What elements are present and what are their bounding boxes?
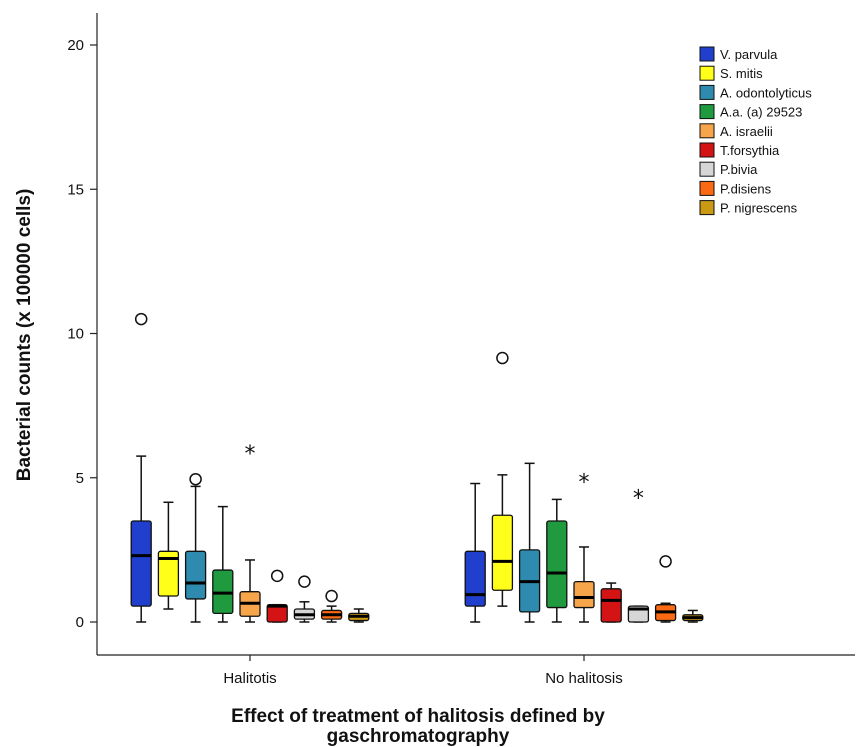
outlier-star: * <box>245 442 256 467</box>
y-tick-label: 10 <box>67 326 84 343</box>
box-iqr <box>573 580 595 609</box>
outlier-star: * <box>633 487 644 512</box>
outlier-circle <box>134 312 148 326</box>
legend-label: A. israelii <box>720 124 773 139</box>
legend-item-s-mitis: S. mitis <box>699 65 763 81</box>
legend-label: P. nigrescens <box>720 201 798 216</box>
box-a-israelii-halitotis: * <box>239 442 261 623</box>
box-v-parvula-halitotis <box>130 312 152 623</box>
box-a-odontolyticus-no-halitosis <box>518 462 541 623</box>
box-iqr <box>464 550 486 607</box>
legend-item-a-odontolyticus: A. odontolyticus <box>699 84 812 100</box>
legend-item-a-israelii: A. israelii <box>699 123 773 139</box>
box-p-bivia-no-halitosis: * <box>627 487 650 623</box>
legend-label: A. odontolyticus <box>720 85 812 100</box>
x-tick-label: Halitotis <box>223 670 276 687</box>
legend-swatch <box>699 104 715 120</box>
legend-item-a-a-a-29523: A.a. (a) 29523 <box>699 104 802 120</box>
legend-swatch <box>699 84 715 100</box>
legend-label: A.a. (a) 29523 <box>720 105 802 120</box>
legend-label: S. mitis <box>720 66 763 81</box>
y-tick-label: 15 <box>67 181 84 198</box>
box-t-forsythia-halitotis <box>266 569 288 623</box>
outlier-star: * <box>579 471 590 496</box>
legend: V. parvula S. mitis A. odontolyticus A.a. (… <box>699 46 812 216</box>
box-a-a-a-29523-no-halitosis <box>546 498 568 623</box>
box-iqr <box>600 588 622 623</box>
y-axis-title: Bacterial counts (x 100000 cells) <box>14 189 35 482</box>
legend-swatch <box>699 200 715 216</box>
box-v-parvula-no-halitosis <box>464 482 486 623</box>
y-ticks: 0 5 10 15 20 <box>67 37 97 631</box>
legend-swatch <box>699 123 715 139</box>
box-iqr <box>157 550 180 597</box>
box-a-a-a-29523-halitotis <box>212 505 234 623</box>
legend-label: V. parvula <box>720 47 778 62</box>
box-a-odontolyticus-halitotis <box>184 472 207 623</box>
box-iqr <box>491 514 514 591</box>
legend-label: P.disiens <box>720 181 772 196</box>
y-tick-label: 5 <box>76 470 84 487</box>
y-tick-label: 0 <box>76 614 84 631</box>
outlier-circle <box>325 589 338 603</box>
box-s-mitis-no-halitosis <box>491 351 514 607</box>
outlier-circle <box>270 569 284 583</box>
box-iqr <box>546 520 568 609</box>
legend-swatch <box>699 142 715 158</box>
legend-item-t-forsythia: T.forsythia <box>699 142 780 158</box>
x-ticks: Halitotis No halitosis <box>223 655 623 687</box>
legend-item-p-disiens: P.disiens <box>699 180 772 196</box>
legend-swatch <box>699 65 715 81</box>
outlier-circle <box>189 472 202 486</box>
box-t-forsythia-no-halitosis <box>600 582 622 623</box>
y-tick-label: 20 <box>67 37 84 54</box>
legend-label: T.forsythia <box>720 143 780 158</box>
box-p-disiens-no-halitosis <box>654 555 677 623</box>
box-s-mitis-halitotis <box>157 501 180 610</box>
legend-item-p-bivia: P.bivia <box>699 161 758 177</box>
box-p-disiens-halitotis <box>320 589 343 623</box>
legend-swatch <box>699 180 715 196</box>
x-axis-title-line-1: Effect of treatment of halitosis defined… <box>231 706 605 727</box>
legend-swatch <box>699 161 715 177</box>
legend-swatch <box>699 46 715 62</box>
outlier-circle <box>659 555 672 568</box>
x-axis-title-line-2: gaschromatography <box>327 726 510 747</box>
box-p-nigrescens-halitotis <box>348 608 370 623</box>
box-p-nigrescens-no-halitosis <box>682 609 704 623</box>
box-iqr <box>130 520 152 607</box>
box-iqr <box>184 550 207 600</box>
outlier-circle <box>298 575 311 588</box>
boxes: * * * <box>130 312 704 623</box>
legend-label: P.bivia <box>720 162 758 177</box>
box-p-bivia-halitotis <box>293 575 316 623</box>
outlier-circle <box>496 351 509 365</box>
box-a-israelii-no-halitosis: * <box>573 471 595 623</box>
legend-item-p-nigrescens: P. nigrescens <box>699 200 798 216</box>
legend-item-v-parvula: V. parvula <box>699 46 778 62</box>
x-tick-label: No halitosis <box>545 670 623 687</box>
